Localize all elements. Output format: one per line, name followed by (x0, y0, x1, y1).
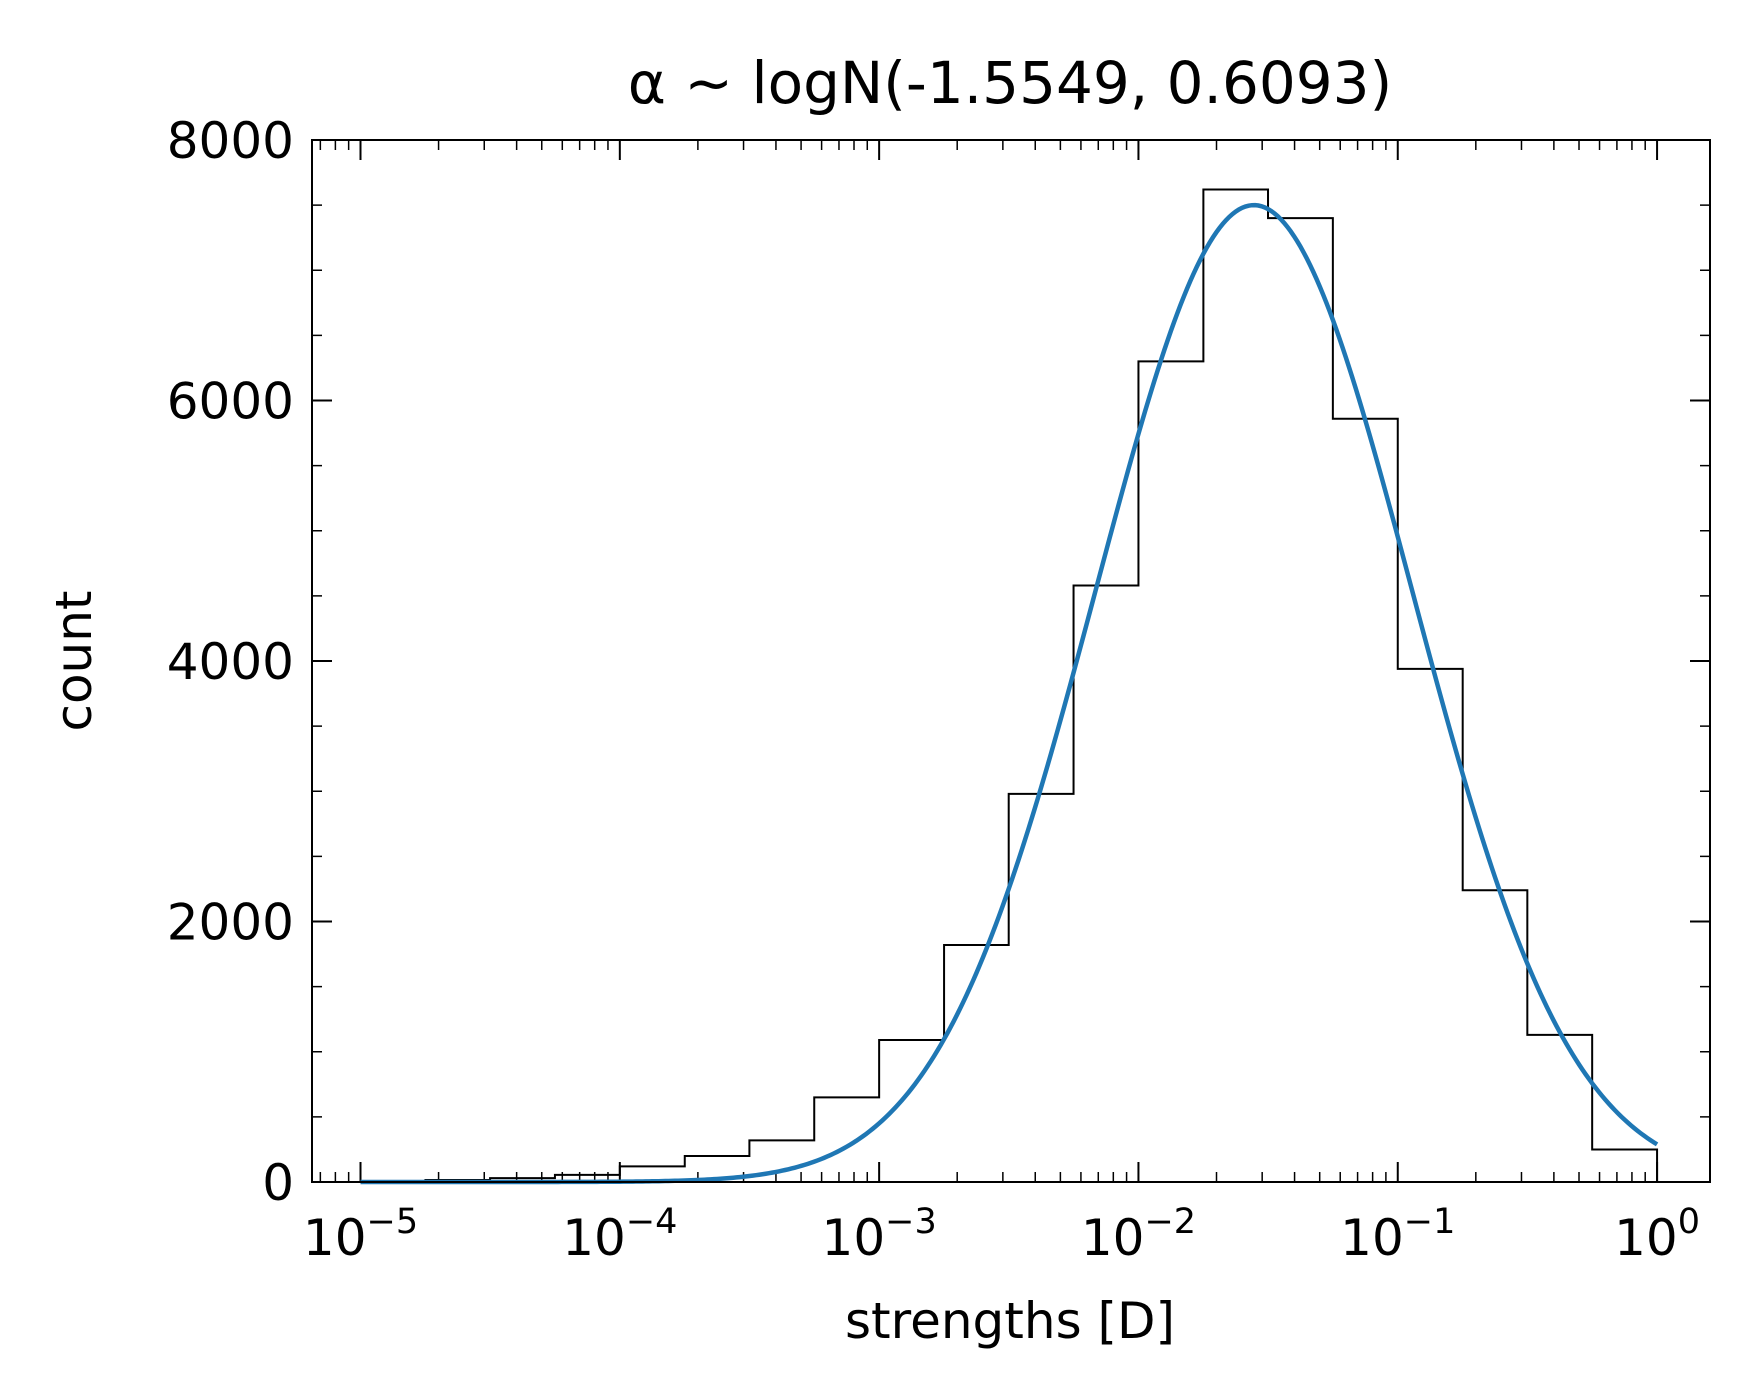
y-tick-labels: 0 2000 4000 6000 8000 (167, 112, 294, 1212)
y-tick-label: 8000 (167, 112, 294, 170)
y-tick-label: 2000 (167, 894, 294, 952)
plot-frame (311, 139, 1711, 1183)
chart-title: α ~ logN(-1.5549, 0.6093) (628, 49, 1392, 117)
x-tick-label: 10−3 (822, 1202, 937, 1267)
y-tick-label: 6000 (167, 373, 294, 431)
x-tick-label: 10−5 (303, 1202, 418, 1267)
x-tick-labels: 10−5 10−4 10−3 10−2 10−1 100 (303, 1202, 1700, 1267)
x-tick-label: 10−4 (562, 1202, 677, 1267)
y-axis-label: count (45, 590, 103, 731)
x-axis-label: strengths [D] (845, 1292, 1175, 1350)
histogram-steps (359, 188, 1659, 1183)
y-tick-label: 4000 (167, 633, 294, 691)
x-tick-label: 10−2 (1081, 1202, 1196, 1267)
y-tick-label: 0 (262, 1154, 294, 1212)
x-tick-label: 100 (1614, 1202, 1700, 1267)
x-tick-label: 10−1 (1340, 1202, 1455, 1267)
